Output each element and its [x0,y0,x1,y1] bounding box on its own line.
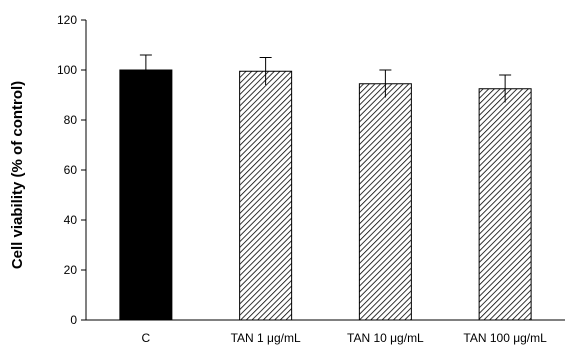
category-label-0: C [142,331,151,345]
y-tick-label: 0 [70,313,77,327]
bars [119,69,532,321]
y-tick-label: 100 [57,63,77,77]
y-tick-label: 20 [64,263,78,277]
y-tick-label: 120 [57,13,77,27]
bar-1 [239,70,293,321]
category-label-2: TAN 10 μg/mL [347,331,424,345]
category-labels: C TAN 1 μg/mL TAN 10 μg/mL TAN 100 μg/mL [142,331,548,345]
y-axis-label: Cell viability (% of control) [9,81,26,269]
y-tick-label: 40 [64,213,78,227]
error-bars [139,54,512,103]
bar-0 [119,69,173,321]
bar-2 [358,83,412,321]
category-label-1: TAN 1 μg/mL [231,331,301,345]
category-label-3: TAN 100 μg/mL [463,331,547,345]
y-axis: 0 20 40 60 80 100 120 [57,13,87,327]
y-tick-label: 60 [64,163,78,177]
y-tick-label: 80 [64,113,78,127]
bar-3 [478,88,532,321]
